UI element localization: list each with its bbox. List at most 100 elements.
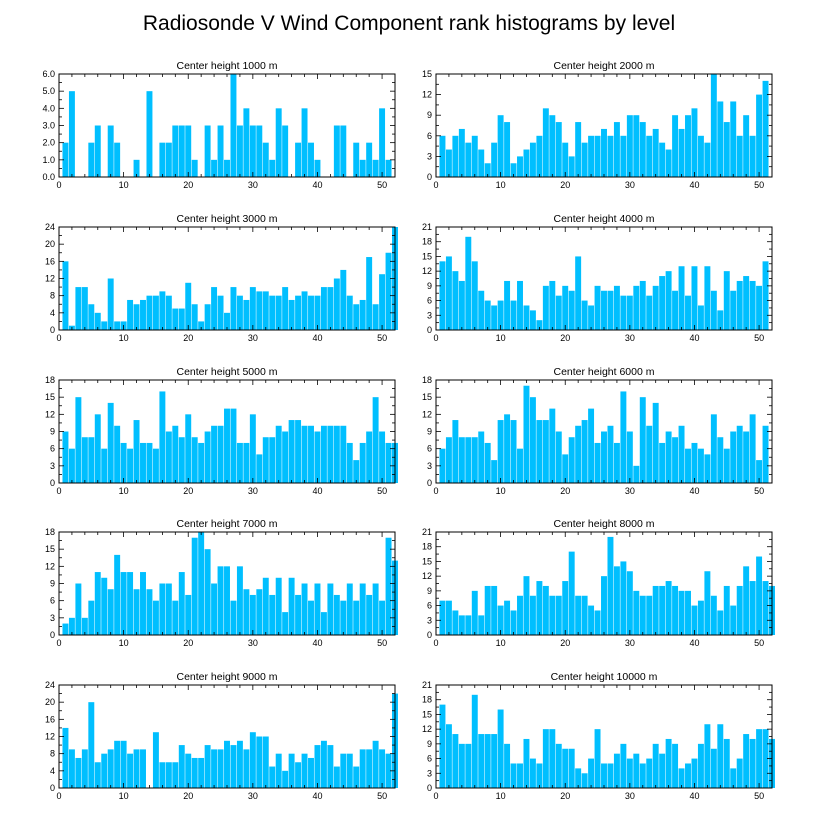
bar bbox=[314, 583, 321, 635]
x-tick-label: 50 bbox=[754, 791, 764, 801]
x-tick-label: 20 bbox=[183, 333, 193, 343]
bar bbox=[633, 465, 640, 483]
x-tick-label: 20 bbox=[183, 180, 193, 190]
y-tick-label: 15 bbox=[422, 69, 432, 79]
bar bbox=[379, 431, 386, 483]
y-tick-label: 6 bbox=[427, 444, 432, 454]
panel-6: Center height 6000 m 0 10 20 30 40 50 0 3 6 9 12 15 1… bbox=[422, 366, 773, 496]
x-tick-label: 20 bbox=[560, 638, 570, 648]
bar bbox=[743, 115, 750, 177]
bar bbox=[639, 763, 646, 788]
panel-title: Center height 7000 m bbox=[177, 518, 278, 530]
y-tick-label: 3 bbox=[50, 613, 55, 623]
bar bbox=[458, 280, 465, 330]
bar bbox=[172, 600, 179, 635]
bar bbox=[249, 287, 256, 330]
bar bbox=[529, 397, 536, 483]
bar bbox=[191, 304, 198, 330]
bar bbox=[723, 271, 730, 330]
y-tick-label: 6 bbox=[427, 754, 432, 764]
bar bbox=[504, 743, 511, 788]
bar bbox=[607, 425, 614, 483]
y-tick-label: 18 bbox=[422, 237, 432, 247]
bar bbox=[665, 431, 672, 483]
bar bbox=[288, 577, 295, 635]
bar bbox=[301, 583, 308, 635]
bar bbox=[445, 149, 452, 177]
bar bbox=[491, 305, 498, 330]
bar bbox=[146, 295, 153, 330]
bar bbox=[439, 704, 446, 788]
bar bbox=[172, 308, 179, 330]
x-tick-label: 30 bbox=[248, 333, 258, 343]
bar bbox=[555, 743, 562, 788]
bar bbox=[172, 762, 179, 788]
bar bbox=[478, 734, 485, 788]
bar bbox=[471, 694, 478, 788]
bar bbox=[581, 595, 588, 635]
bar bbox=[445, 600, 452, 635]
bar bbox=[333, 125, 340, 177]
bar bbox=[575, 122, 582, 177]
y-tick-label: 3 bbox=[427, 151, 432, 161]
bar bbox=[588, 408, 595, 483]
bar bbox=[697, 305, 704, 330]
bar bbox=[452, 610, 459, 635]
bar bbox=[743, 431, 750, 483]
bar bbox=[756, 94, 763, 177]
panel-title: Center height 3000 m bbox=[177, 213, 278, 225]
x-tick-label: 50 bbox=[377, 486, 387, 496]
x-tick-label: 10 bbox=[119, 791, 129, 801]
x-tick-label: 10 bbox=[119, 333, 129, 343]
bar bbox=[327, 745, 334, 788]
bar bbox=[340, 600, 347, 635]
x-tick-label: 0 bbox=[56, 486, 61, 496]
bar bbox=[697, 135, 704, 177]
panel-7: Center height 7000 m 0 10 20 30 40 50 0 3 6 9 12 15 1… bbox=[45, 518, 398, 648]
x-tick-label: 40 bbox=[312, 333, 322, 343]
bar bbox=[159, 291, 166, 330]
bar bbox=[588, 605, 595, 635]
bar bbox=[185, 125, 192, 177]
bar bbox=[191, 757, 198, 788]
bar bbox=[320, 287, 327, 330]
bar bbox=[275, 108, 282, 177]
x-tick-label: 40 bbox=[312, 486, 322, 496]
bar bbox=[555, 595, 562, 635]
bar bbox=[359, 749, 366, 788]
y-tick-label: 5.0 bbox=[42, 86, 55, 96]
bar bbox=[204, 125, 211, 177]
y-tick-label: 3 bbox=[427, 310, 432, 320]
bar bbox=[710, 595, 717, 635]
bar bbox=[646, 135, 653, 177]
bar bbox=[320, 740, 327, 788]
bar bbox=[165, 762, 172, 788]
y-tick-label: 3.0 bbox=[42, 121, 55, 131]
panel-3: Center height 3000 m 0 10 20 30 40 50 0 4 8 12 16 20… bbox=[45, 213, 398, 343]
bar bbox=[491, 142, 498, 177]
bar bbox=[613, 442, 620, 483]
bar bbox=[723, 122, 730, 177]
y-tick-label: 20 bbox=[45, 239, 55, 249]
bar bbox=[81, 437, 88, 483]
y-tick-label: 12 bbox=[422, 90, 432, 100]
bar bbox=[497, 709, 504, 788]
x-tick-label: 10 bbox=[496, 486, 506, 496]
bar bbox=[484, 300, 491, 330]
bar bbox=[269, 766, 276, 788]
x-tick-label: 50 bbox=[754, 180, 764, 190]
bar bbox=[101, 448, 108, 483]
bar bbox=[691, 442, 698, 483]
bar bbox=[601, 763, 607, 788]
y-tick-label: 18 bbox=[45, 375, 55, 385]
y-tick-label: 8 bbox=[50, 749, 55, 759]
bar bbox=[639, 595, 646, 635]
bar bbox=[607, 536, 614, 635]
x-tick-label: 40 bbox=[312, 180, 322, 190]
bar bbox=[549, 408, 556, 483]
bar bbox=[217, 125, 224, 177]
bar bbox=[243, 442, 250, 483]
bar bbox=[243, 749, 250, 788]
bar bbox=[236, 740, 243, 788]
bar bbox=[224, 566, 230, 635]
